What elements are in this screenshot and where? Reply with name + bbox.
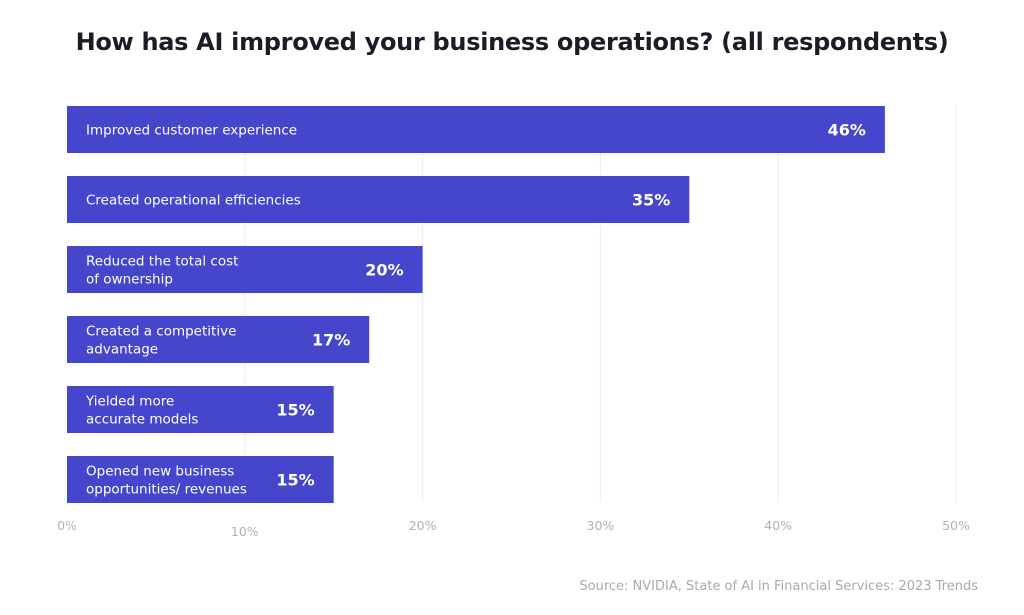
data-label: 15% [276, 471, 314, 490]
x-tick-label: 30% [587, 518, 615, 533]
bar [67, 176, 690, 223]
category-label: Yielded more [85, 394, 174, 410]
category-label: of ownership [86, 272, 173, 288]
data-label: 15% [276, 401, 314, 420]
bar [67, 246, 423, 293]
source-note: Source: NVIDIA, State of AI in Financial… [579, 579, 978, 594]
data-label: 20% [365, 261, 403, 280]
category-label: accurate models [86, 412, 198, 428]
chart-title: How has AI improved your business operat… [75, 28, 949, 56]
category-label: Created a competitive [86, 324, 236, 340]
data-label: 46% [828, 121, 866, 140]
category-label: opportunities/ revenues [86, 482, 247, 498]
category-label: Created operational efficiencies [86, 193, 301, 209]
bar [67, 456, 334, 503]
category-label: advantage [86, 342, 158, 358]
category-label: Reduced the total cost [86, 254, 238, 270]
bar [67, 316, 370, 363]
data-label: 17% [312, 331, 350, 350]
bar [67, 386, 334, 433]
x-tick-label: 10% [231, 524, 259, 539]
bar [67, 106, 885, 153]
x-tick-label: 0% [57, 518, 77, 533]
data-label: 35% [632, 191, 670, 210]
category-label: Opened new business [86, 464, 234, 480]
category-label: Improved customer experience [86, 123, 297, 139]
x-tick-label: 20% [409, 518, 437, 533]
x-tick-label: 40% [764, 518, 792, 533]
x-tick-label: 50% [942, 518, 970, 533]
